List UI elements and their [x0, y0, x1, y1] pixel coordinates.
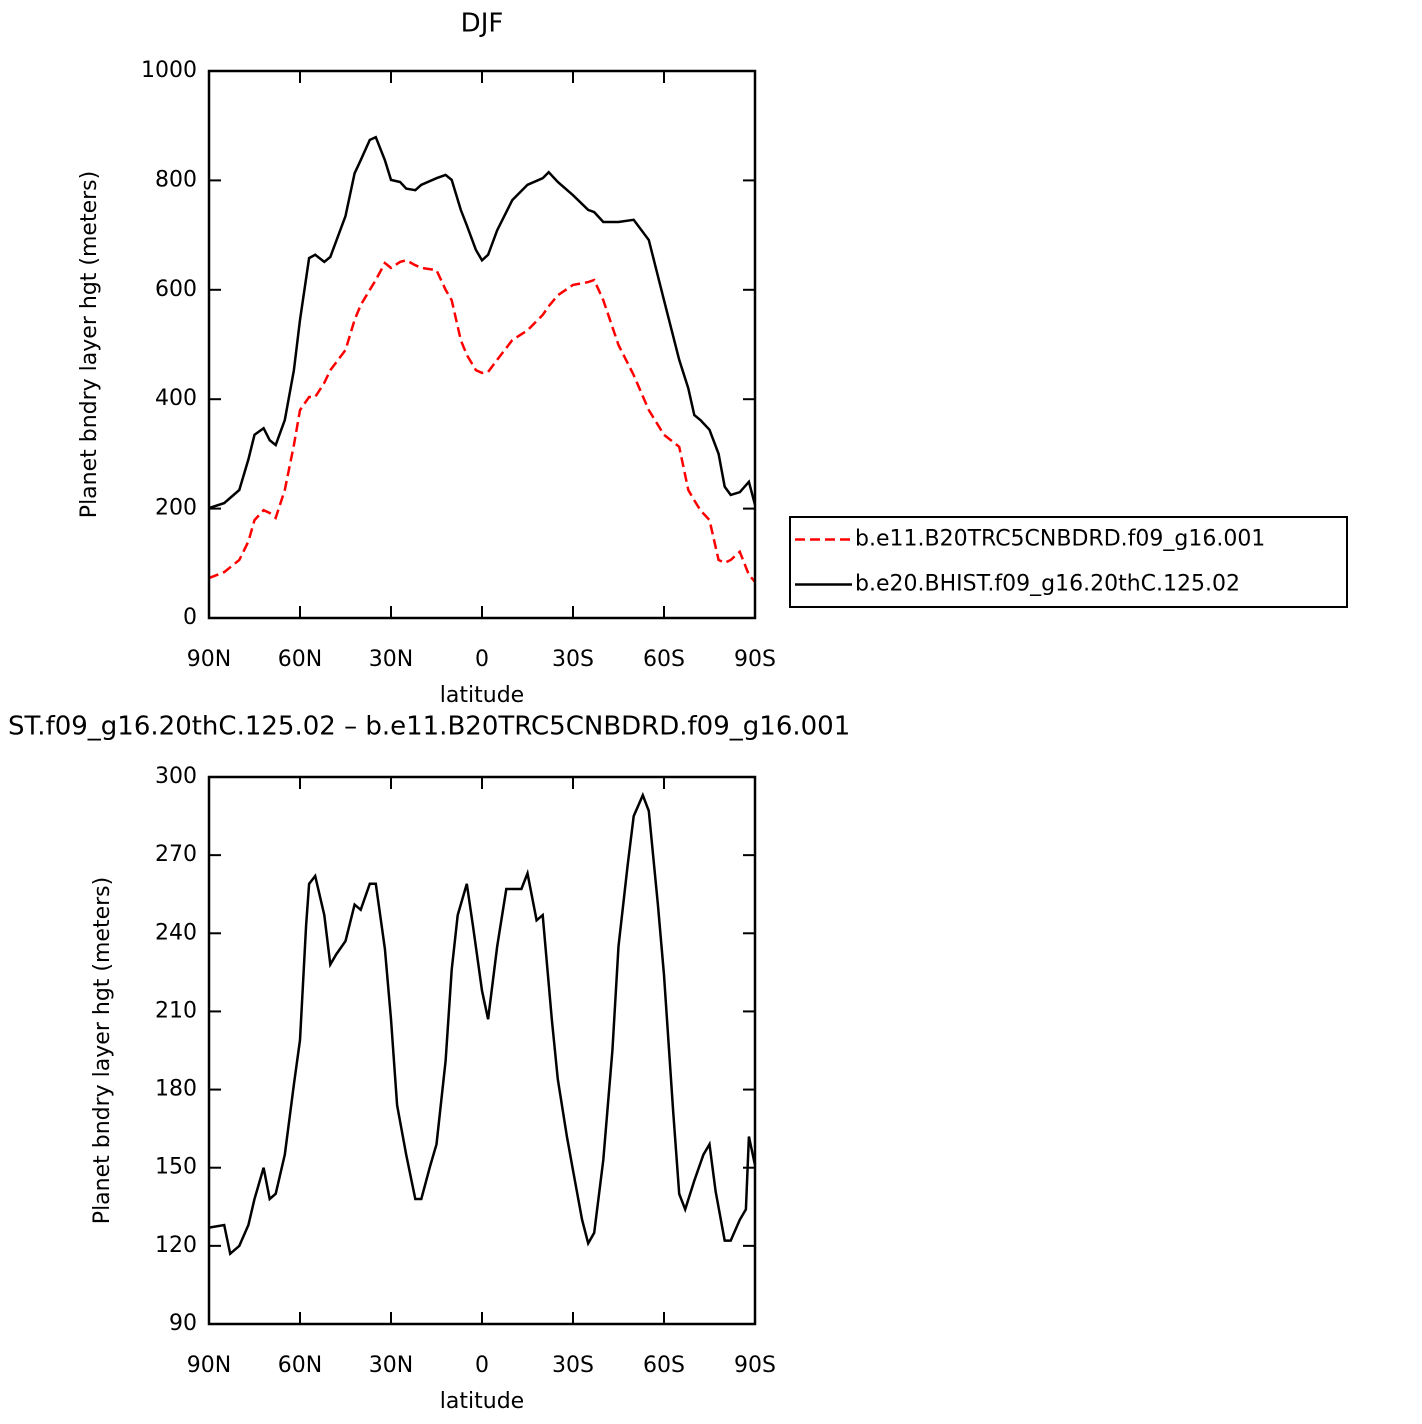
x-tick-label: 30S	[552, 647, 594, 672]
plot-frame	[207, 775, 757, 1326]
x-tick-label: 60N	[278, 1353, 322, 1378]
data-line	[208, 135, 757, 510]
y-tick-label: 270	[155, 842, 197, 867]
y-tick-label: 180	[155, 1077, 197, 1102]
chart-title: DJF	[461, 9, 504, 39]
y-tick-label: 90	[169, 1311, 197, 1336]
x-tick-label: 90S	[734, 647, 776, 672]
chart-title: ST.f09_g16.20thC.125.02 – b.e11.B20TRC5C…	[8, 712, 850, 742]
x-tick-label: 60N	[278, 647, 322, 672]
legend-box	[789, 516, 1348, 608]
legend-label: b.e20.BHIST.f09_g16.20thC.125.02	[855, 572, 1240, 597]
x-tick-label: 0	[475, 647, 489, 672]
legend-label: b.e11.B20TRC5CNBDRD.f09_g16.001	[855, 527, 1265, 552]
y-tick-label: 800	[155, 167, 197, 192]
y-tick-label: 0	[183, 605, 197, 630]
y-tick-label: 300	[155, 764, 197, 789]
y-tick-label: 200	[155, 496, 197, 521]
x-tick-label: 30N	[369, 647, 413, 672]
y-tick-label: 600	[155, 277, 197, 302]
y-tick-label: 1000	[141, 58, 197, 83]
data-line	[208, 791, 757, 1257]
plot-frame	[207, 69, 757, 620]
x-tick-label: 90N	[187, 1353, 231, 1378]
x-tick-label: 30S	[552, 1353, 594, 1378]
x-axis-label: latitude	[440, 683, 524, 708]
y-tick-label: 120	[155, 1233, 197, 1258]
y-tick-label: 150	[155, 1155, 197, 1180]
x-tick-label: 90S	[734, 1353, 776, 1378]
x-tick-label: 30N	[369, 1353, 413, 1378]
x-tick-label: 0	[475, 1353, 489, 1378]
x-tick-label: 90N	[187, 647, 231, 672]
y-tick-label: 400	[155, 386, 197, 411]
y-axis-label: Planet bndry layer hgt (meters)	[90, 877, 115, 1224]
x-tick-label: 60S	[643, 647, 685, 672]
y-axis-label: Planet bndry layer hgt (meters)	[77, 171, 102, 518]
y-tick-label: 210	[155, 998, 197, 1023]
x-tick-label: 60S	[643, 1353, 685, 1378]
y-tick-label: 240	[155, 920, 197, 945]
x-axis-label: latitude	[440, 1389, 524, 1414]
data-line	[208, 258, 756, 583]
